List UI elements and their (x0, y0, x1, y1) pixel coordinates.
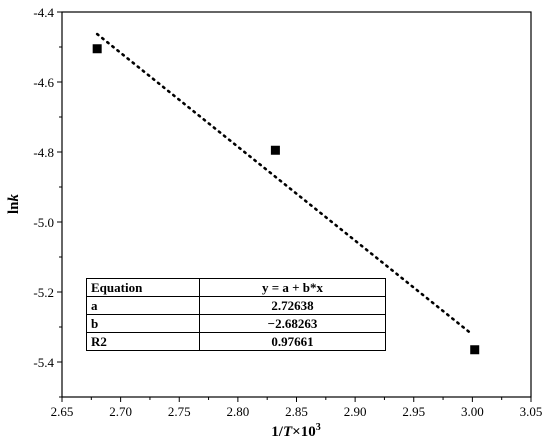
y-tick-label: -5.0 (33, 215, 54, 230)
fit-table-value: −2.68263 (199, 314, 386, 333)
fit-table-label: b (86, 314, 200, 333)
y-tick-label: -4.4 (33, 5, 54, 20)
x-tick-label: 2.85 (285, 404, 308, 419)
fit-table-row: a 2.72638 (86, 296, 386, 315)
fit-line (95, 32, 472, 334)
x-tick-label: 2.65 (51, 404, 74, 419)
fit-table-value: 0.97661 (199, 332, 386, 351)
data-point (470, 345, 480, 355)
x-tick-label: 2.90 (344, 404, 367, 419)
y-tick-label: -5.2 (33, 285, 54, 300)
x-tick-label: 2.80 (227, 404, 250, 419)
fit-table-value: y = a + b*x (199, 278, 386, 297)
data-points (92, 44, 480, 355)
fit-table-label: a (86, 296, 200, 315)
fit-table-label: Equation (86, 278, 200, 297)
fit-table-value: 2.72638 (199, 296, 386, 315)
fit-table-label: R2 (86, 332, 200, 351)
data-point (92, 44, 102, 54)
y-tick-label: -4.6 (33, 75, 54, 90)
y-axis-title: lnk (6, 193, 22, 214)
x-tick-label: 3.00 (461, 404, 484, 419)
fit-parameters-table: Equation y = a + b*x a 2.72638 b −2.68263 R2 0.… (86, 278, 386, 351)
fit-table-row: Equation y = a + b*x (86, 278, 386, 297)
x-tick-label: 3.05 (520, 404, 543, 419)
x-tick-label: 2.75 (168, 404, 191, 419)
y-tick-label: -5.4 (33, 355, 54, 370)
y-tick-label: -4.8 (33, 145, 54, 160)
fit-table-row: b −2.68263 (86, 314, 386, 333)
y-axis-ticks: -5.4 -5.2 -5.0 -4.8 -4.6 -4.4 (33, 5, 62, 398)
fit-table-row: R2 0.97661 (86, 332, 386, 351)
x-tick-label: 2.95 (402, 404, 425, 419)
data-point (270, 145, 280, 155)
x-axis-ticks: 2.65 2.70 2.75 2.80 2.85 2.90 2.95 3.00 3.05 (51, 397, 543, 419)
x-tick-label: 2.70 (109, 404, 132, 419)
x-axis-title: 1/T×103 (271, 422, 320, 440)
